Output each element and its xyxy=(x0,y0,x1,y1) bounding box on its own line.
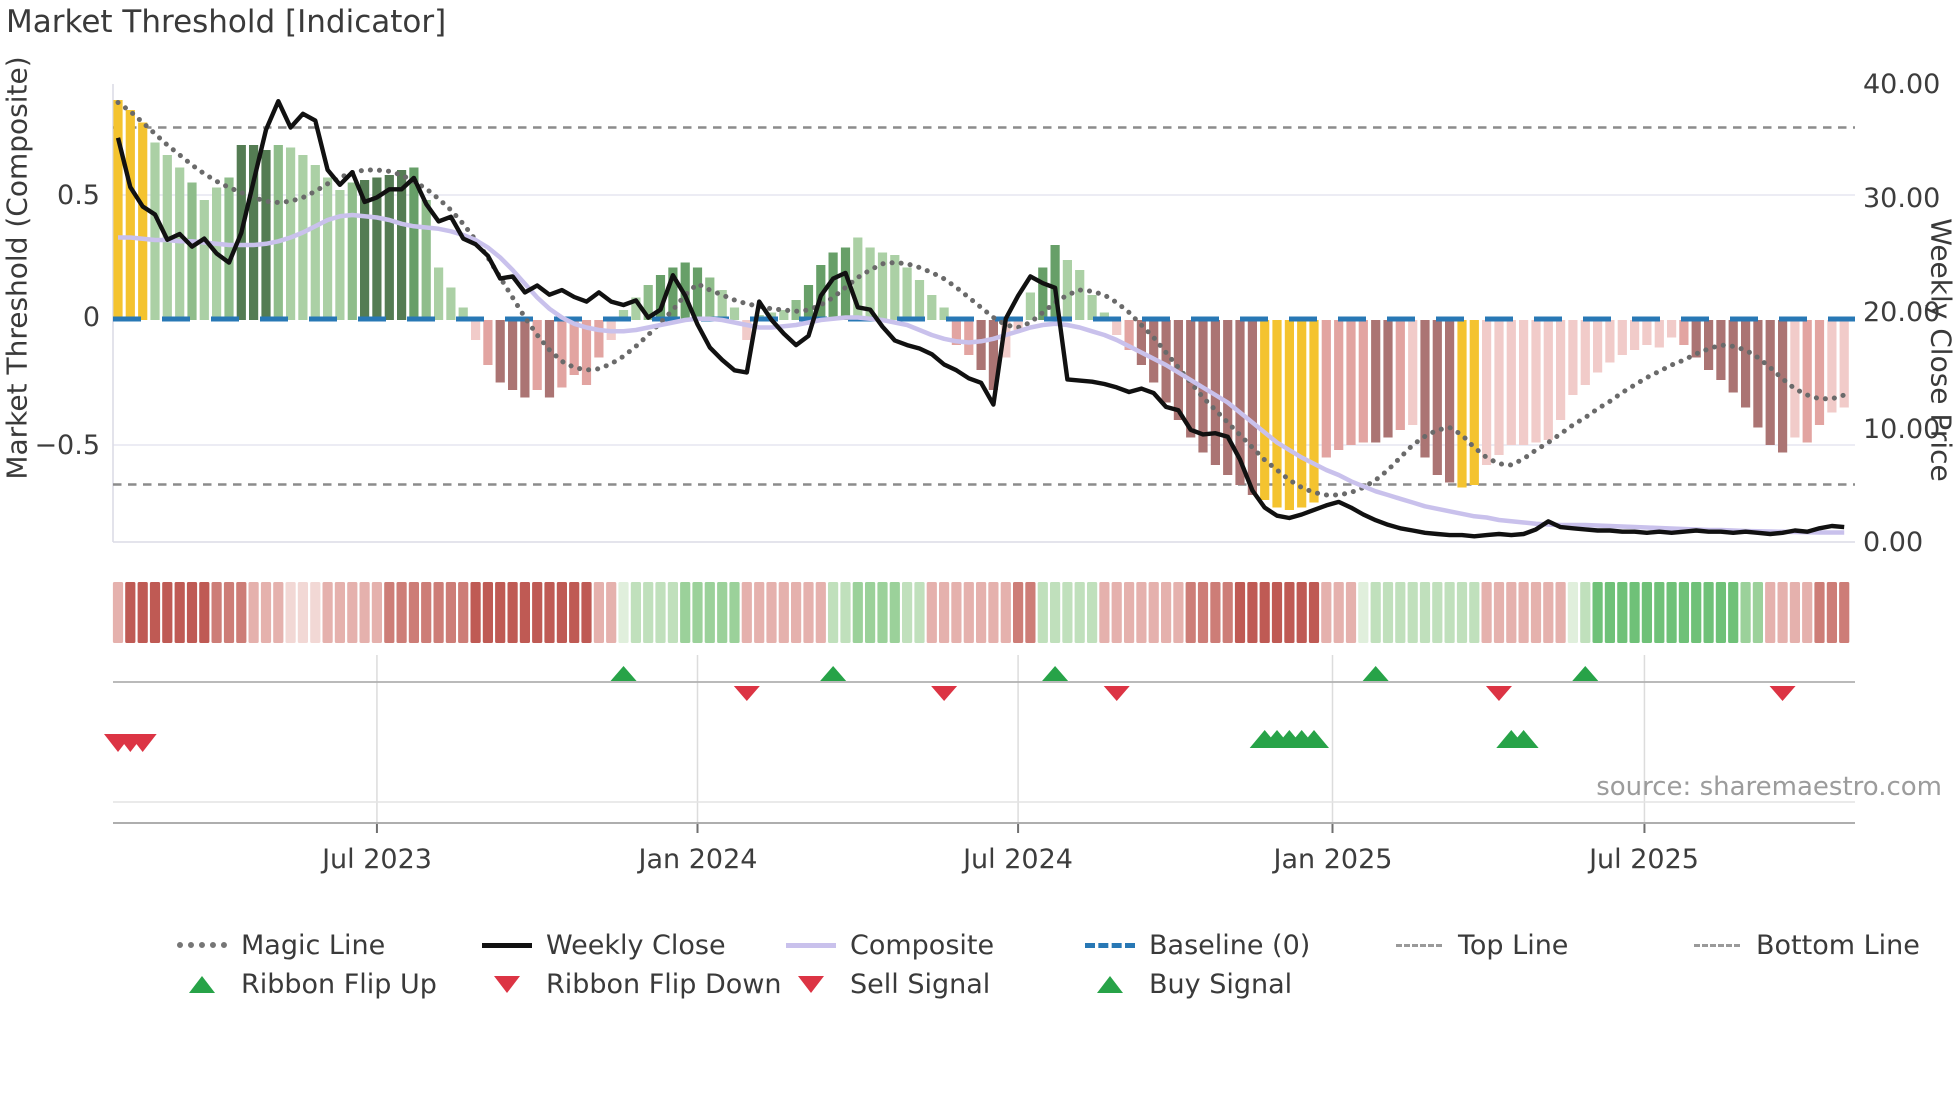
solid-line-icon xyxy=(482,942,532,948)
legend-label: Ribbon Flip Up xyxy=(241,968,437,1000)
right-axis-tick-0: 0.00 xyxy=(1863,527,1924,558)
legend-item-ribbon-flip-up: Ribbon Flip Up xyxy=(177,967,437,1001)
legend-item-buy-signal: Buy Signal xyxy=(1085,967,1292,1001)
dashed-line-icon xyxy=(1394,943,1444,947)
left-axis-tick-0_5: 0.5 xyxy=(57,180,100,211)
legend-item-top-line: Top Line xyxy=(1394,928,1568,962)
legend-label: Weekly Close xyxy=(546,929,726,961)
triangle-down-icon xyxy=(482,975,532,993)
legend-item-weekly-close: Weekly Close xyxy=(482,928,726,962)
dashed-line-icon xyxy=(1085,942,1135,948)
dashed-line-icon xyxy=(1692,943,1742,947)
triangle-up-icon xyxy=(1085,975,1135,993)
legend-label: Buy Signal xyxy=(1149,968,1293,1000)
triangle-down-icon xyxy=(786,975,836,993)
right-axis-tick-10: 10.00 xyxy=(1863,414,1941,445)
x-axis-tick-jul-2025: Jul 2025 xyxy=(1589,844,1699,875)
right-axis-tick-20: 20.00 xyxy=(1863,297,1941,328)
legend-item-baseline: Baseline (0) xyxy=(1085,928,1310,962)
triangle-up-icon xyxy=(177,975,227,993)
right-axis-tick-40: 40.00 xyxy=(1863,69,1941,100)
legend-label: Top Line xyxy=(1458,929,1569,961)
left-axis-title: Market Threshold (Composite) xyxy=(0,56,34,480)
page-title: Market Threshold [Indicator] xyxy=(6,4,447,40)
x-axis-tick-jul-2024: Jul 2024 xyxy=(963,844,1073,875)
legend-label: Baseline (0) xyxy=(1149,929,1311,961)
legend-label: Ribbon Flip Down xyxy=(546,968,782,1000)
legend-item-bottom-line: Bottom Line xyxy=(1692,928,1920,962)
left-axis-tick-0: 0 xyxy=(82,302,100,333)
legend-item-ribbon-flip-down: Ribbon Flip Down xyxy=(482,967,782,1001)
legend-item-sell-signal: Sell Signal xyxy=(786,967,990,1001)
legend-label: Sell Signal xyxy=(850,968,991,1000)
legend-item-composite: Composite xyxy=(786,928,994,962)
x-axis-tick-jan-2024: Jan 2024 xyxy=(638,844,758,875)
solid-line-icon xyxy=(786,942,836,948)
right-axis-tick-30: 30.00 xyxy=(1863,183,1941,214)
legend-label: Bottom Line xyxy=(1756,929,1920,961)
source-credit: source: sharemaestro.com xyxy=(1596,772,1942,802)
legend-item-magic-line: Magic Line xyxy=(177,928,385,962)
x-axis-tick-jan-2025: Jan 2025 xyxy=(1273,844,1393,875)
legend-label: Composite xyxy=(850,929,995,961)
legend-label: Magic Line xyxy=(241,929,386,961)
left-axis-tick-neg0_5: −0.5 xyxy=(34,430,100,461)
dotted-line-icon xyxy=(177,942,227,948)
x-axis-tick-jul-2023: Jul 2023 xyxy=(322,844,432,875)
